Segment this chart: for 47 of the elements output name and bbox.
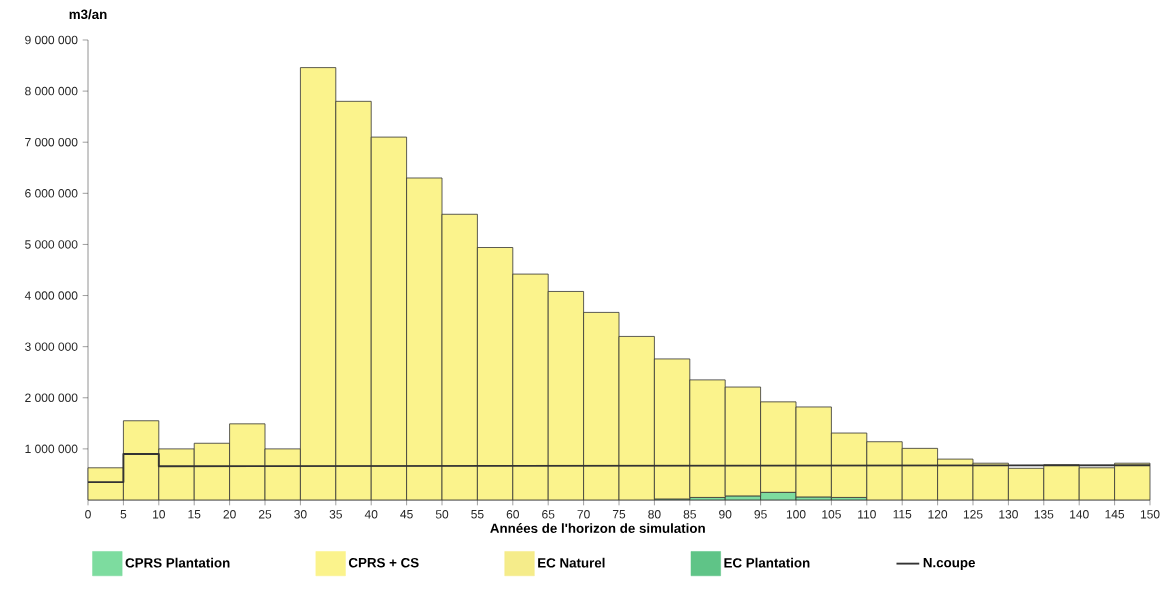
x-tick-label: 25 [258,510,272,519]
y-tick-label: 2 000 000 [25,393,78,403]
x-axis-title: Années de l'horizon de simulation [490,523,705,533]
x-tick-label: 70 [577,510,590,519]
x-tick-label: 125 [963,510,983,519]
x-tick-label: 110 [858,510,876,519]
x-tick-label: 100 [786,510,806,519]
x-tick-label: 140 [1070,510,1089,519]
x-tick-label: 35 [329,510,342,519]
x-tick-label: 60 [506,510,520,519]
x-tick-label: 55 [471,510,484,519]
x-tick-label: 145 [1105,510,1125,519]
y-axis-title: m3/an [69,9,107,20]
x-tick-label: 75 [612,510,626,519]
x-tick-label: 80 [648,510,661,519]
x-tick-label: 90 [719,510,732,519]
x-tick-label: 135 [1034,510,1054,519]
x-tick-label: 130 [999,510,1018,519]
x-tick-label: 120 [928,510,948,519]
y-tick-label: 1 000 000 [25,444,78,454]
x-tick-label: 20 [223,510,236,519]
x-tick-label: 5 [120,510,127,519]
legend-label: EC Plantation [724,557,810,568]
legend-label: CPRS + CS [348,557,419,568]
x-tick-label: 30 [294,510,307,519]
x-tick-label: 85 [683,510,696,519]
x-tick-label: 65 [542,510,555,519]
y-tick-label: 8 000 000 [25,86,78,96]
y-tick-label: 4 000 000 [24,291,78,300]
x-tick-label: 10 [153,510,166,519]
y-tick-label: 7 000 000 [25,137,78,147]
legend-label: CPRS Plantation [125,557,230,568]
x-tick-label: 105 [822,510,841,519]
y-tick-label: 9 000 000 [25,35,78,45]
x-tick-label: 45 [400,510,413,519]
x-tick-label: 50 [435,510,449,519]
x-tick-label: 15 [188,510,201,519]
y-tick-label: 6 000 000 [25,189,78,198]
y-tick-label: 3 000 000 [25,342,78,351]
legend-label: N.coupe [923,558,975,570]
legend-label: EC Naturel [538,557,605,568]
x-tick-label: 95 [754,510,767,519]
x-tick-label: 0 [85,510,91,519]
x-tick-label: 40 [364,510,378,519]
x-tick-label: 115 [893,510,912,519]
x-tick-label: 150 [1140,510,1160,519]
y-tick-label: 5 000 000 [25,240,78,249]
